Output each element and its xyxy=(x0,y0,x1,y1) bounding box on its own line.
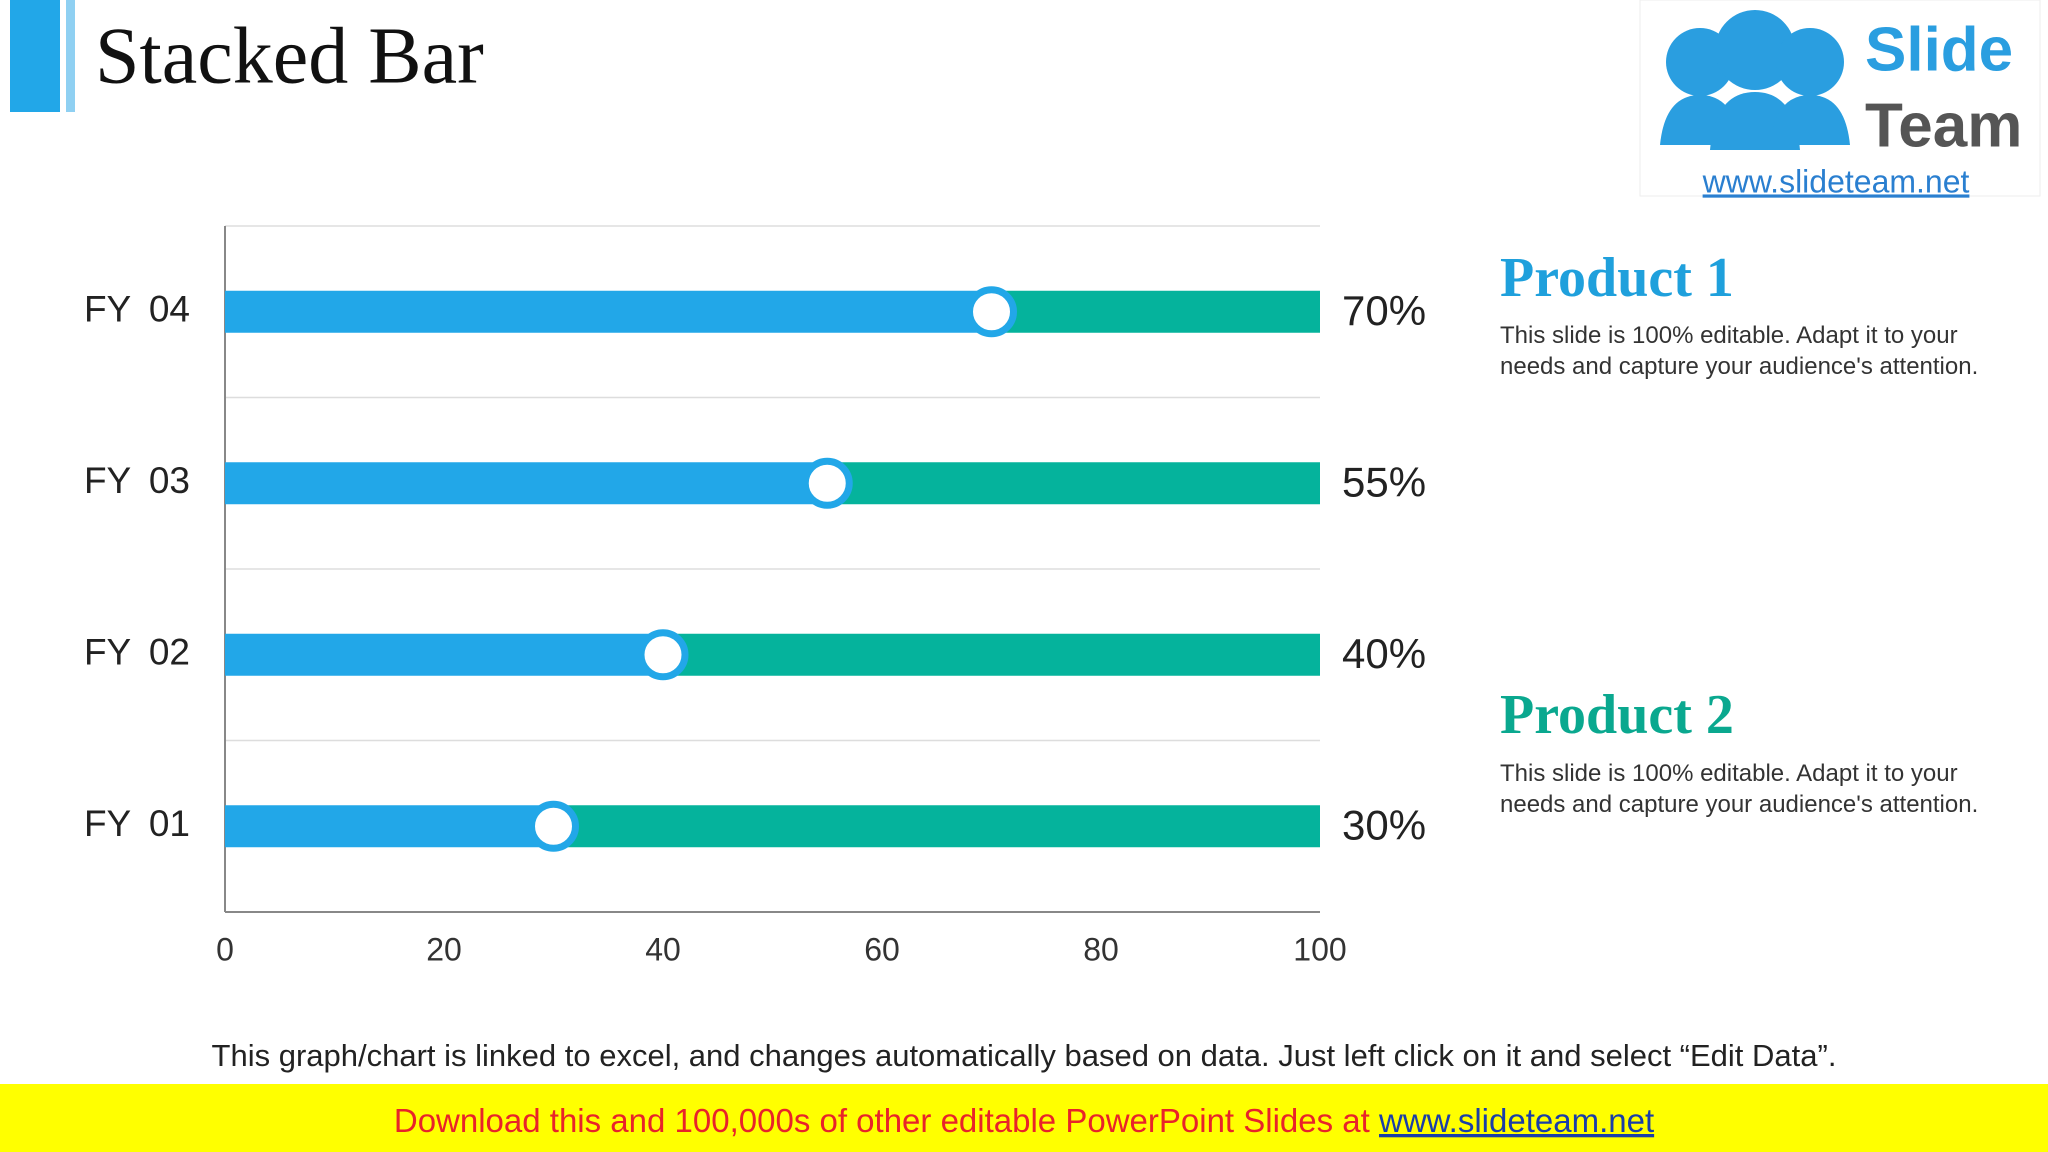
y-tick-label: FY 01 xyxy=(84,803,190,844)
x-tick-label: 100 xyxy=(1293,931,1346,967)
logo-head xyxy=(1776,28,1844,96)
bar-segment xyxy=(225,462,828,505)
value-label: 40% xyxy=(1342,630,1426,677)
boundary-marker xyxy=(528,800,579,852)
banner-link[interactable]: www.slideteam.net xyxy=(1378,1102,1654,1139)
banner-line: Download this and 100,000s of other edit… xyxy=(394,1102,1654,1139)
banner xyxy=(0,1084,2048,1152)
x-tick-label: 80 xyxy=(1083,931,1119,967)
logo-word: Team xyxy=(1865,91,2022,160)
bar-segment xyxy=(225,805,554,848)
series-description: This slide is 100% editable. Adapt it to… xyxy=(1500,760,1979,818)
boundary-marker xyxy=(801,457,853,509)
bar-segment xyxy=(225,290,992,333)
series-heading: Product 1 xyxy=(1500,247,1734,309)
logo-word: Slide xyxy=(1865,15,2013,84)
y-tick-label: FY 02 xyxy=(84,632,190,673)
x-tick-label: 60 xyxy=(864,931,900,967)
title-accent xyxy=(10,0,60,112)
logo-body xyxy=(1770,95,1850,145)
value-label: 55% xyxy=(1342,458,1426,505)
y-tick-label: FY 04 xyxy=(84,289,190,330)
logo-url[interactable]: www.slideteam.net xyxy=(1702,163,1970,199)
x-tick-label: 0 xyxy=(216,931,234,967)
slide-title: Stacked Bar xyxy=(95,12,484,100)
bar-segment xyxy=(827,462,1320,505)
series-heading: Product 2 xyxy=(1500,684,1734,746)
logo: Slide Team www.slideteam.net xyxy=(1639,0,2041,199)
x-tick-label: 40 xyxy=(645,931,681,967)
bar-segment xyxy=(553,805,1320,848)
series-description: This slide is 100% editable. Adapt it to… xyxy=(1500,322,1979,380)
bar-segment xyxy=(663,633,1320,676)
value-label: 70% xyxy=(1342,287,1426,334)
bar-segment xyxy=(991,290,1320,333)
y-tick-label: FY 03 xyxy=(84,460,190,501)
value-label: 30% xyxy=(1342,801,1426,848)
boundary-marker xyxy=(966,286,1017,338)
boundary-marker xyxy=(637,629,689,681)
bar-segment xyxy=(225,633,663,676)
logo-head xyxy=(1715,10,1795,90)
footer-note: This graph/chart is linked to excel, and… xyxy=(212,1038,1837,1073)
banner-text: Download this and 100,000s of other edit… xyxy=(394,1102,1379,1139)
title-accent-thin xyxy=(66,0,75,112)
x-tick-label: 20 xyxy=(426,931,462,967)
